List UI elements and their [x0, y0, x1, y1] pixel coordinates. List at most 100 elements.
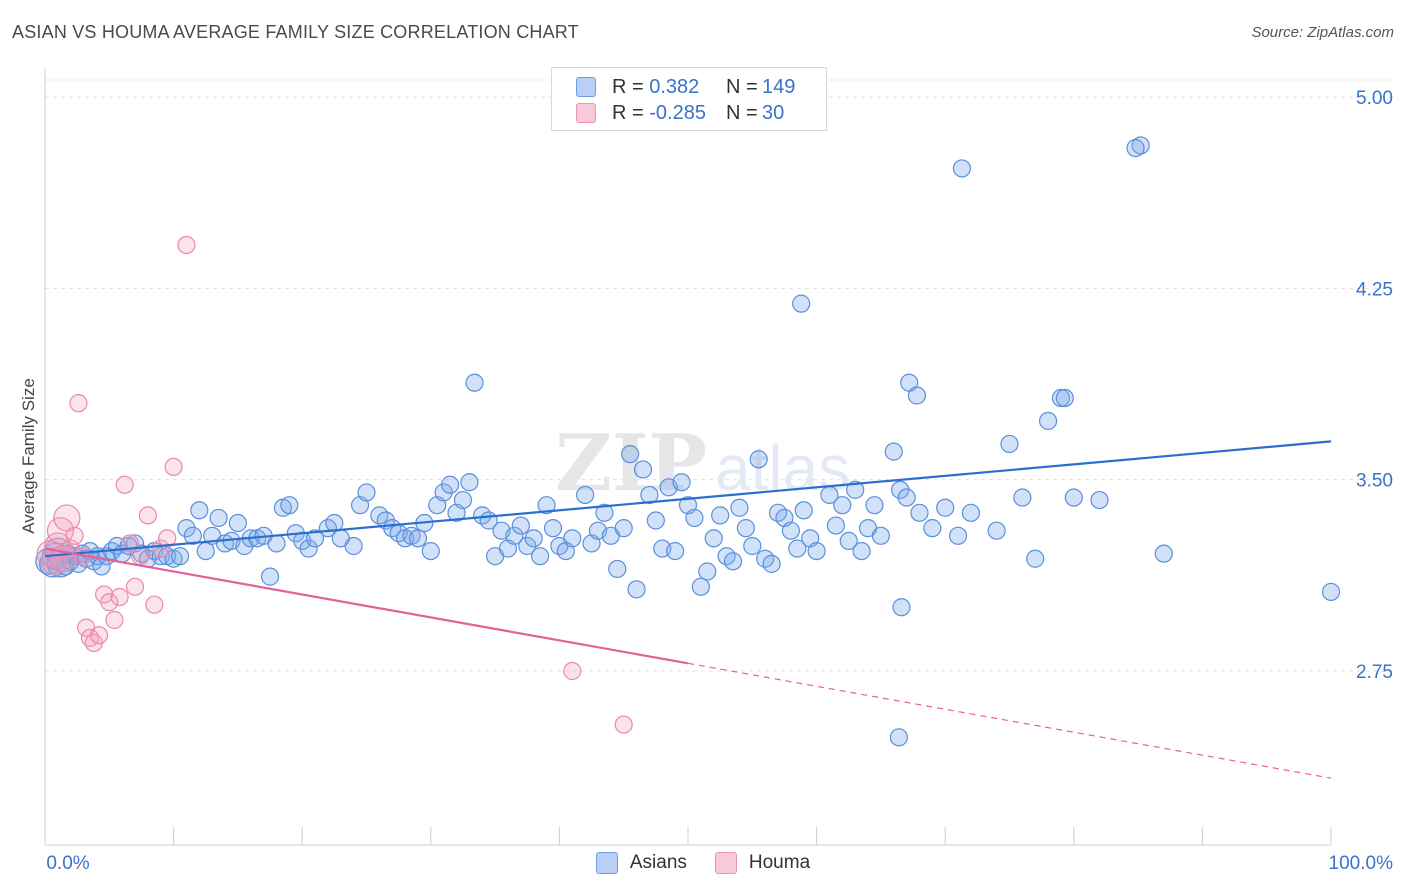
houma-point	[69, 394, 88, 413]
watermark-zip: ZIP	[555, 418, 707, 509]
asian-point	[936, 498, 955, 517]
asian-point	[743, 536, 762, 556]
legend-n-label-houma: N =	[726, 101, 758, 124]
asian-point	[621, 445, 640, 464]
asian-point	[299, 539, 318, 558]
asian-point	[846, 480, 865, 499]
y-tick-label: 2.75	[1356, 662, 1393, 683]
asian-point	[892, 598, 911, 617]
asian-point	[1126, 138, 1145, 158]
asian-point	[1064, 488, 1083, 507]
y-tick-label: 5.00	[1356, 88, 1393, 109]
asian-point	[666, 541, 685, 561]
asian-point	[987, 521, 1006, 540]
bottom-legend-houma-label: Houma	[748, 852, 811, 873]
asian-point	[421, 541, 440, 561]
source-label: Source: ZipAtlas.com	[1251, 24, 1394, 41]
houma-point	[105, 610, 124, 630]
grid-layer	[45, 79, 1395, 672]
asian-point	[672, 473, 691, 492]
asian-point	[646, 511, 665, 530]
asian-point	[196, 541, 215, 561]
bottom-legend-asians-label: Asians	[629, 852, 687, 873]
asian-point	[910, 503, 929, 522]
asian-point	[614, 519, 633, 538]
legend-n-label-asians: N =	[726, 75, 758, 98]
bottom-legend-houma[interactable]: Houma	[714, 852, 811, 874]
asian-point	[704, 529, 723, 548]
houma-point	[110, 587, 129, 607]
bottom-legend-asians[interactable]: Asians	[595, 852, 687, 874]
houma-point	[100, 593, 119, 612]
asian-point	[1131, 136, 1150, 155]
houma-point	[614, 715, 633, 734]
houma-point	[131, 547, 150, 566]
asian-point	[453, 490, 473, 510]
legend-row-asians: R = 0.382 N = 149	[576, 74, 795, 100]
asian-point	[1013, 488, 1032, 507]
houma-point	[53, 504, 81, 532]
asian-point	[531, 547, 550, 566]
legend-n-value-houma: 30	[762, 101, 785, 124]
asian-point	[736, 519, 755, 538]
asian-point	[209, 508, 228, 528]
asian-point	[608, 559, 627, 579]
asian-point	[1321, 582, 1341, 602]
legend-r-value-asians: 0.382	[649, 75, 700, 98]
asian-point	[685, 508, 704, 528]
asian-legend-swatch-icon	[595, 852, 618, 874]
asian-point	[170, 547, 190, 566]
legend-row-houma: R = -0.285 N = 30	[576, 100, 784, 126]
legend-r-houma: R = -0.285	[612, 101, 706, 124]
asian-point	[749, 450, 768, 469]
houma-point	[115, 475, 134, 494]
y-tick-label: 3.50	[1356, 471, 1393, 492]
bottom-legend: Asians Houma	[0, 852, 1406, 874]
asian-point	[537, 496, 556, 515]
asian-point	[344, 536, 363, 556]
asian-point	[190, 501, 209, 520]
legend-box: R = 0.382 N = 149 R = -0.285 N = 30	[551, 67, 827, 131]
asian-point	[267, 534, 286, 553]
asian-point	[524, 529, 543, 548]
houma-point	[65, 526, 84, 545]
asian-point	[627, 580, 646, 599]
asian-point	[1154, 544, 1173, 563]
houma-legend-swatch-icon	[714, 852, 737, 874]
asian-point	[228, 513, 247, 533]
tick-labels: 2.75 3.50 4.25 5.00 0.0% 100.0%	[46, 88, 1393, 874]
asian-point	[633, 460, 653, 479]
chart-title: ASIAN VS HOUMA AVERAGE FAMILY SIZE CORRE…	[12, 22, 579, 42]
asian-point	[907, 386, 927, 405]
houma-point	[177, 235, 196, 255]
asian-points	[35, 136, 1341, 747]
asian-point	[1038, 411, 1058, 431]
y-tick-label: 4.25	[1356, 279, 1393, 300]
asian-point	[595, 503, 614, 522]
asian-point	[691, 577, 710, 596]
houma-point	[164, 457, 183, 477]
houma-trend-extension	[687, 662, 1332, 779]
asian-point	[305, 529, 325, 548]
asian-point	[698, 562, 717, 581]
asian-point	[543, 519, 563, 538]
asian-point	[640, 485, 659, 505]
x-tick-label: 0.0%	[46, 853, 89, 874]
legend-r-value-houma: -0.285	[649, 101, 706, 124]
asian-point	[1026, 549, 1045, 568]
asian-point	[781, 521, 800, 540]
asian-point	[440, 475, 460, 494]
asian-point	[788, 539, 807, 558]
axis-layer	[44, 68, 1332, 846]
asian-point	[839, 531, 858, 550]
houma-point	[46, 517, 75, 545]
houma-point	[145, 595, 164, 614]
asian-point	[865, 496, 884, 515]
asian-point	[1051, 388, 1071, 408]
asian-point	[711, 506, 730, 525]
asian-point	[807, 541, 826, 561]
legend-n-value-asians: 149	[762, 75, 796, 98]
asian-point	[465, 373, 484, 392]
houma-points	[36, 235, 633, 734]
